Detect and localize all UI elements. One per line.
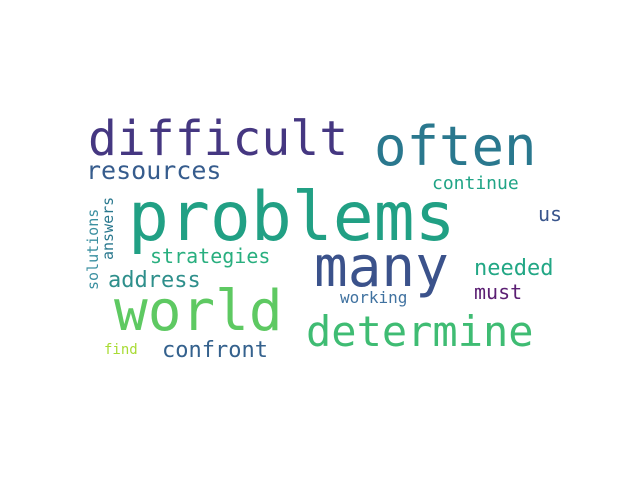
word-find: find — [104, 342, 138, 358]
word-us: us — [538, 202, 563, 226]
word-many: many — [314, 235, 449, 300]
word-working: working — [340, 288, 408, 307]
word-often: often — [374, 115, 537, 178]
word-difficult: difficult — [88, 111, 349, 167]
word-problems: problems — [128, 178, 456, 257]
word-answers: answers — [99, 196, 117, 260]
word-must: must — [474, 280, 523, 304]
word-continue: continue — [432, 173, 519, 194]
word-resources: resources — [86, 156, 222, 185]
word-needed: needed — [474, 256, 554, 281]
word-address: address — [108, 268, 201, 293]
word-determine: determine — [306, 307, 534, 356]
word-confront: confront — [162, 338, 268, 363]
word-world: world — [114, 279, 283, 344]
word-strategies: strategies — [150, 244, 271, 268]
